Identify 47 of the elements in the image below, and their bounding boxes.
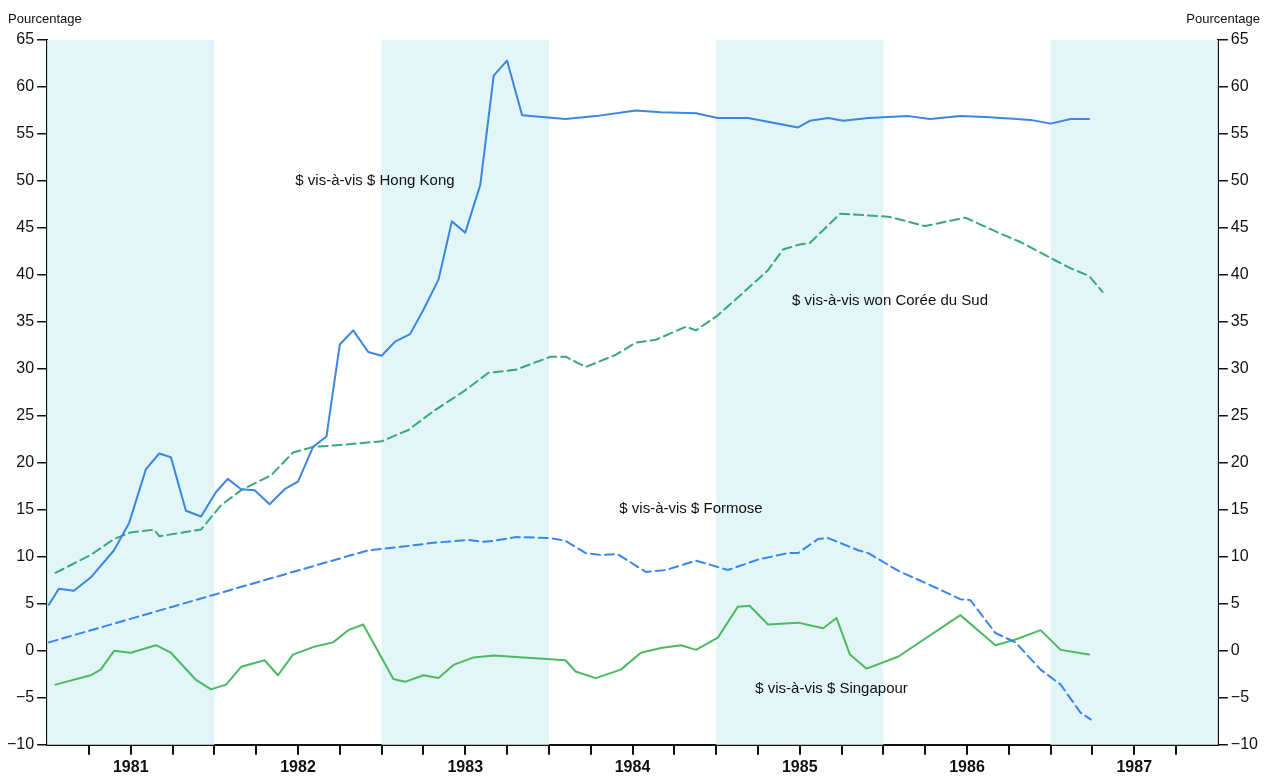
y2-tick-label: 0 (1230, 641, 1240, 659)
y-tick-label: 35 (16, 312, 35, 330)
y2-tick-label: 15 (1230, 500, 1249, 518)
x-tick-label: 1984 (614, 757, 651, 775)
y2-tick-label: 25 (1230, 406, 1249, 424)
y-axis-title: Pourcentage (8, 11, 82, 27)
y2-tick-label: −10 (1230, 735, 1259, 753)
y-tick-label: 30 (16, 359, 35, 377)
text: $ vis-à-vis $ Formose (619, 498, 763, 516)
y-tick-label: 65 (16, 30, 35, 48)
series-label: $ vis-à-vis $ Singapour (755, 678, 908, 696)
y-tick-label: 40 (16, 265, 35, 283)
text: $ vis-à-vis won Corée du Sud (792, 290, 989, 308)
y2-tick-label: 5 (1230, 594, 1240, 612)
y2-tick-label: 65 (1230, 30, 1249, 48)
y2-tick-label: 50 (1230, 171, 1249, 189)
y-tick-label: −5 (15, 688, 35, 706)
y-tick-label: 10 (16, 547, 35, 565)
y2-tick-label: 20 (1230, 453, 1249, 471)
y-tick-label: 0 (25, 641, 35, 659)
y-tick-label: 60 (16, 77, 35, 95)
y-tick-label: 5 (25, 594, 35, 612)
y-tick-label: 20 (16, 453, 35, 471)
y2-tick-label: −5 (1230, 688, 1250, 706)
x-tick-label: 1981 (112, 757, 149, 775)
y2-axis-title: Pourcentage (1186, 11, 1260, 27)
y2-tick-label: 10 (1230, 547, 1249, 565)
x-tick-label: 1986 (949, 757, 985, 775)
y-tick-label: 45 (16, 218, 35, 236)
y-tick-label: 15 (16, 500, 35, 518)
line-series (47, 536, 1092, 721)
x-tick-label: 1982 (280, 757, 316, 775)
y2-tick-label: 30 (1230, 359, 1249, 377)
y2-tick-label: 40 (1230, 265, 1249, 283)
y-tick-label: 25 (16, 406, 35, 424)
x-tick-label: 1985 (781, 757, 818, 775)
y2-tick-label: 35 (1230, 312, 1249, 330)
y-tick-label: −10 (7, 735, 35, 753)
line-series (54, 212, 1104, 574)
y-tick-label: 50 (16, 171, 35, 189)
series-label: $ vis-à-vis $ Hong Kong (295, 171, 455, 189)
y2-tick-label: 60 (1230, 77, 1249, 95)
y-tick-label: 55 (16, 124, 35, 142)
x-tick-label: 1987 (1116, 757, 1153, 775)
y2-tick-label: 45 (1230, 218, 1249, 236)
x-tick-label: 1983 (447, 757, 484, 775)
y2-tick-label: 55 (1230, 124, 1249, 142)
